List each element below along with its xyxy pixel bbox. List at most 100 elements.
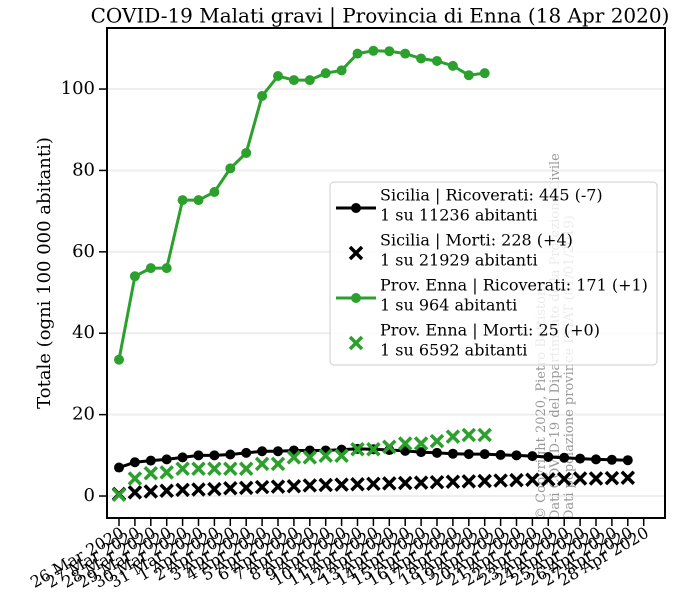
legend-label: 1 su 6592 abitanti [380, 341, 527, 360]
chart-title: COVID-19 Malati gravi | Provincia di Enn… [91, 4, 670, 29]
legend-label: Prov. Enna | Ricoverati: 171 (+1) [380, 276, 648, 295]
point [209, 450, 220, 461]
point [588, 471, 604, 486]
point [241, 147, 252, 158]
point [604, 470, 620, 486]
point [429, 474, 445, 490]
point [302, 450, 318, 465]
point [495, 449, 506, 460]
point [223, 481, 238, 496]
point [334, 477, 349, 492]
point [350, 476, 365, 492]
point [273, 71, 283, 82]
point [463, 449, 474, 460]
point [159, 465, 174, 480]
point [382, 439, 397, 455]
point [622, 455, 633, 466]
point [193, 195, 204, 206]
point [257, 90, 268, 101]
y-tick-label: 40 [72, 322, 95, 343]
legend-label: Sicilia | Ricoverati: 445 (-7) [380, 186, 603, 205]
point [463, 70, 474, 81]
legend-label: Sicilia | Morti: 228 (+4) [380, 231, 573, 250]
y-tick-label: 0 [84, 485, 95, 506]
point [159, 483, 174, 498]
point [479, 68, 490, 79]
point [302, 478, 318, 493]
point [397, 436, 413, 451]
point [288, 75, 299, 86]
point [445, 429, 461, 444]
point [320, 68, 331, 79]
point [350, 441, 365, 457]
point [447, 60, 458, 71]
point [114, 354, 124, 365]
point [209, 187, 220, 198]
point [336, 65, 347, 76]
point [175, 482, 190, 498]
legend-marker [348, 335, 364, 351]
point [461, 474, 477, 489]
point [254, 456, 270, 472]
point [111, 487, 127, 503]
point [575, 453, 586, 464]
point [286, 479, 302, 494]
point [127, 471, 143, 486]
point [241, 447, 252, 458]
point [541, 472, 556, 487]
y-tick-label: 100 [61, 78, 95, 99]
point [432, 55, 442, 66]
point [318, 448, 333, 463]
point [129, 271, 140, 282]
point [145, 263, 156, 274]
point [254, 479, 270, 495]
point [432, 447, 442, 458]
point [238, 461, 254, 476]
point [334, 448, 349, 463]
point [177, 195, 188, 206]
point [191, 482, 206, 497]
legend-label: 1 su 964 abitanti [380, 296, 517, 315]
point [193, 450, 204, 461]
legend-marker [351, 203, 361, 213]
point [479, 449, 490, 460]
point [304, 75, 315, 86]
point [223, 461, 238, 476]
point [129, 457, 140, 468]
point [225, 163, 236, 174]
point [318, 477, 333, 493]
point [207, 461, 222, 476]
point [145, 455, 156, 466]
legend-marker [351, 293, 361, 303]
point [161, 454, 172, 465]
legend-label: 1 su 21929 abitanti [380, 251, 538, 270]
point [273, 446, 283, 457]
point [397, 475, 413, 491]
point [114, 462, 124, 473]
legend-label: Prov. Enna | Morti: 25 (+0) [380, 321, 600, 340]
point [400, 48, 411, 59]
point [238, 480, 254, 496]
point [366, 441, 381, 457]
point [445, 474, 461, 490]
point [429, 433, 445, 449]
point [270, 479, 286, 494]
point [493, 473, 508, 488]
point [257, 446, 268, 457]
point [527, 451, 538, 462]
legend-label: 1 su 11236 abitanti [380, 206, 538, 225]
point [511, 450, 522, 461]
point [286, 450, 302, 465]
point [366, 476, 381, 492]
point [477, 427, 492, 443]
point [559, 452, 570, 463]
point [352, 48, 363, 59]
point [161, 263, 172, 274]
y-tick-label: 20 [72, 404, 95, 425]
point [461, 427, 477, 443]
point [416, 53, 427, 64]
point [191, 461, 206, 476]
point [509, 472, 524, 488]
point [591, 454, 601, 465]
